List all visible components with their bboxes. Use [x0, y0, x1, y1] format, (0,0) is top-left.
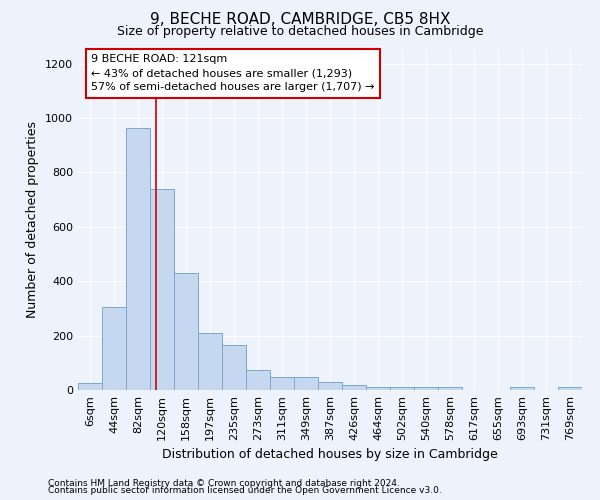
Bar [102, 307, 126, 390]
X-axis label: Distribution of detached houses by size in Cambridge: Distribution of detached houses by size … [162, 448, 498, 461]
Text: Size of property relative to detached houses in Cambridge: Size of property relative to detached ho… [117, 25, 483, 38]
Bar [78, 383, 102, 390]
Text: 9 BECHE ROAD: 121sqm
← 43% of detached houses are smaller (1,293)
57% of semi-de: 9 BECHE ROAD: 121sqm ← 43% of detached h… [91, 54, 374, 92]
Bar [174, 273, 198, 390]
Y-axis label: Number of detached properties: Number of detached properties [26, 122, 40, 318]
Bar [126, 128, 150, 390]
Bar [366, 386, 390, 390]
Bar [342, 386, 366, 390]
Bar [270, 377, 294, 390]
Bar [414, 386, 438, 390]
Bar [198, 333, 222, 390]
Text: Contains HM Land Registry data © Crown copyright and database right 2024.: Contains HM Land Registry data © Crown c… [48, 478, 400, 488]
Text: Contains public sector information licensed under the Open Government Licence v3: Contains public sector information licen… [48, 486, 442, 495]
Bar [222, 345, 246, 390]
Bar [246, 370, 270, 390]
Bar [510, 386, 534, 390]
Text: 9, BECHE ROAD, CAMBRIDGE, CB5 8HX: 9, BECHE ROAD, CAMBRIDGE, CB5 8HX [150, 12, 450, 28]
Bar [150, 188, 174, 390]
Bar [438, 386, 462, 390]
Bar [390, 386, 414, 390]
Bar [318, 382, 342, 390]
Bar [294, 377, 318, 390]
Bar [558, 386, 582, 390]
